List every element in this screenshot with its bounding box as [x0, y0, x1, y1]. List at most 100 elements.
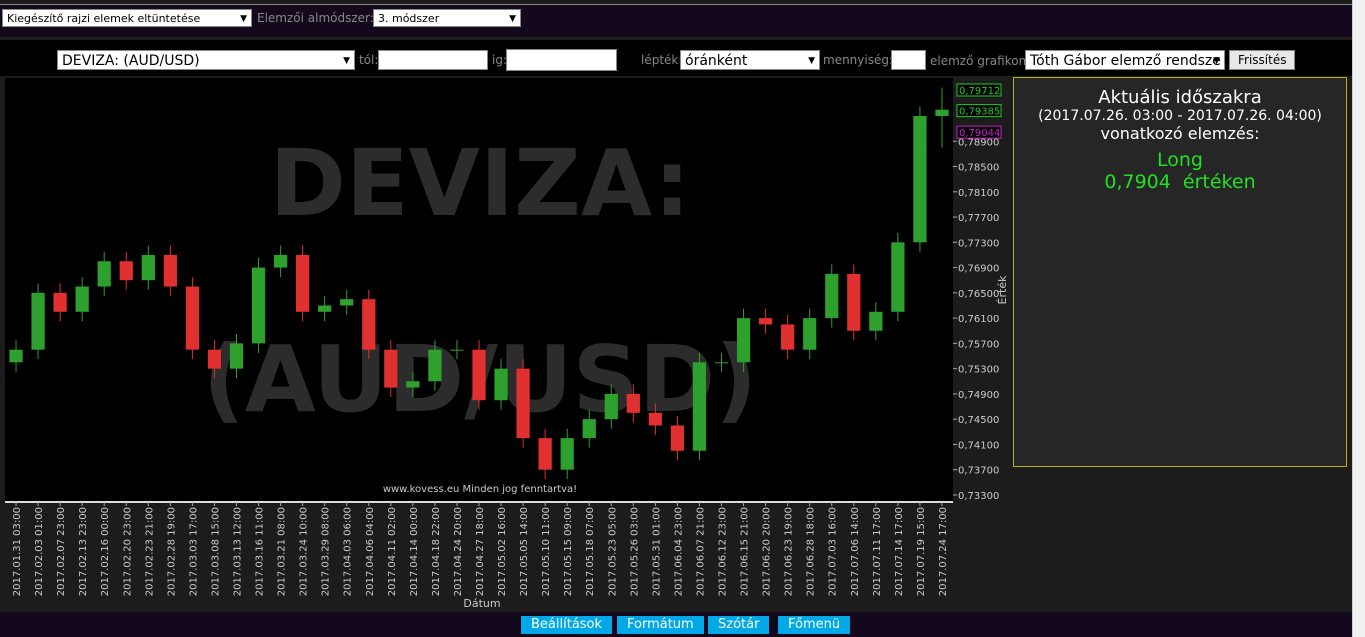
price-marker [956, 83, 1002, 97]
scale-select[interactable]: óránként [680, 50, 820, 70]
watermark: DEVIZA:(AUD/USD) [203, 130, 757, 433]
submethod-label: Elemzői almódszer: [257, 11, 374, 25]
y-tick-label: 0,75300 [958, 365, 999, 376]
x-tick-label: 2017.03.13 12:00 [232, 507, 243, 596]
candle-body [758, 318, 773, 325]
x-tick-label: 2017.07.24 17:00 [938, 507, 949, 596]
x-tick-label: 2017.05.23 05:00 [607, 507, 618, 596]
y-tick-label: 0,75700 [958, 339, 999, 350]
y-axis-title: Érték [996, 275, 1009, 305]
x-tick-label: 2017.06.23 19:00 [784, 507, 795, 596]
currency-select[interactable]: DEVIZA: (AUD/USD) [57, 50, 355, 70]
x-tick-label: 2017.05.10 11:00 [541, 507, 552, 596]
candle-body [714, 362, 729, 364]
y-tick-label: 0,76900 [958, 264, 999, 275]
copyright: www.kovess.eu Minden jog fenntartva! [383, 484, 577, 495]
candle-body [340, 299, 354, 306]
y-tick-label: 0,74500 [958, 415, 999, 426]
x-tick-label: 2017.05.02 16:00 [497, 507, 508, 596]
analyst-select[interactable]: Tóth Gábor elemző rendsze [1025, 50, 1225, 70]
panel-period: (2017.07.26. 03:00 - 2017.07.26. 04:00) [1038, 108, 1322, 124]
footer-button[interactable]: Beállítások [521, 616, 613, 634]
x-tick-label: 2017.02.23 21:00 [144, 507, 155, 596]
price-marker [956, 125, 1002, 139]
to-label: ig: [492, 53, 507, 67]
x-tick-label: 2017.06.15 21:00 [740, 507, 751, 596]
candle-body [31, 292, 45, 350]
control-bar: DEVIZA: (AUD/USD) tól: ig: lépték: óránk… [0, 40, 1352, 76]
y-tick-label: 0,76500 [958, 289, 999, 300]
x-tick-label: 2017.03.16 11:00 [255, 507, 266, 596]
y-tick-label: 0,77300 [958, 238, 999, 249]
candle-body [207, 349, 222, 369]
x-tick-label: 2017.06.12 23:00 [718, 507, 729, 596]
plot-area [5, 78, 953, 502]
y-tick-label: 0,74900 [958, 390, 999, 401]
x-tick-label: 2017.02.07 23:00 [56, 507, 67, 596]
x-tick-label: 2017.05.05 14:00 [519, 507, 530, 596]
x-tick-label: 2017.03.21 08:00 [277, 507, 288, 596]
from-label: tól: [359, 53, 379, 67]
footer-button[interactable]: Formátum [617, 616, 704, 634]
footer-button[interactable]: Szótár [708, 616, 770, 634]
candle-body [9, 349, 23, 363]
candle-body [318, 305, 332, 312]
y-tick-label: 0,78500 [958, 163, 999, 174]
x-tick-label: 2017.03.24 10:00 [299, 507, 310, 596]
candle-body [825, 273, 839, 319]
candle-body [53, 292, 67, 312]
x-tick-label: 2017.04.06 04:00 [365, 507, 376, 596]
quantity-input[interactable] [891, 50, 926, 70]
candle-body [141, 254, 155, 281]
x-tick-label: 2017.03.03 17:00 [188, 507, 199, 596]
candle-body [692, 362, 707, 451]
x-tick-label: 2017.05.18 07:00 [585, 507, 596, 596]
x-tick-label: 2017.02.20 23:00 [122, 507, 133, 596]
analyst-label: elemző grafikon: [930, 54, 1031, 68]
x-tick-label: 2017.02.13 23:00 [78, 507, 89, 596]
to-input[interactable] [506, 49, 617, 71]
candle-body [362, 299, 376, 350]
x-tick-label: 2017.04.18 22:00 [431, 507, 442, 596]
candle-body [847, 273, 861, 331]
x-tick-label: 2017.04.27 18:00 [475, 507, 486, 596]
candle-body [229, 343, 244, 369]
submethod-select[interactable]: 3. módszer [373, 9, 521, 27]
panel-heading: Aktuális időszakra [1098, 87, 1262, 108]
y-tick-label: 0,73300 [958, 491, 999, 502]
price-marker-label: 0,79044 [959, 128, 1000, 139]
hide-select[interactable]: Kiegészítő rajzi elemek eltüntetése [2, 9, 252, 27]
candle-body [935, 109, 949, 116]
x-tick-label: 2017.02.28 19:00 [166, 507, 177, 596]
footer-button[interactable]: Főmenü [778, 616, 851, 634]
x-tick-label: 2017.01.31 03:00 [12, 507, 23, 596]
x-tick-label: 2017.06.07 21:00 [695, 507, 706, 596]
candle-body [803, 318, 817, 350]
x-tick-label: 2017.05.31 01:00 [651, 507, 662, 596]
top-toolbar: Kiegészítő rajzi elemek eltüntetése Elem… [0, 4, 1352, 37]
candle-body [75, 286, 89, 312]
quantity-label: mennyiség: [823, 53, 894, 67]
x-tick-label: 2017.04.03 06:00 [343, 507, 354, 596]
x-tick-label: 2017.03.08 15:00 [210, 507, 221, 596]
candle-body [163, 254, 177, 287]
candle-body [472, 349, 486, 401]
candle-body [736, 318, 751, 363]
from-input[interactable] [378, 50, 488, 70]
candle-body [450, 349, 464, 351]
candle-body [626, 393, 640, 413]
candle-body [185, 286, 200, 350]
x-tick-label: 2017.02.03 01:00 [34, 507, 45, 596]
y-tick-label: 0,74100 [958, 440, 999, 451]
x-tick-label: 2017.06.20 20:00 [762, 507, 773, 596]
y-tick-label: 0,78100 [958, 188, 999, 199]
x-tick-label: 2017.04.24 20:00 [453, 507, 464, 596]
candle-body [384, 349, 398, 388]
x-tick-label: 2017.03.29 08:00 [321, 507, 332, 596]
candle-body [273, 254, 288, 268]
candle-body [494, 368, 508, 401]
refresh-button[interactable]: Frissítés [1229, 50, 1296, 70]
candle-body [781, 324, 795, 350]
panel-subheading: vonatkozó elemzés: [1100, 124, 1260, 143]
price-marker-label: 0,79385 [959, 107, 1000, 118]
